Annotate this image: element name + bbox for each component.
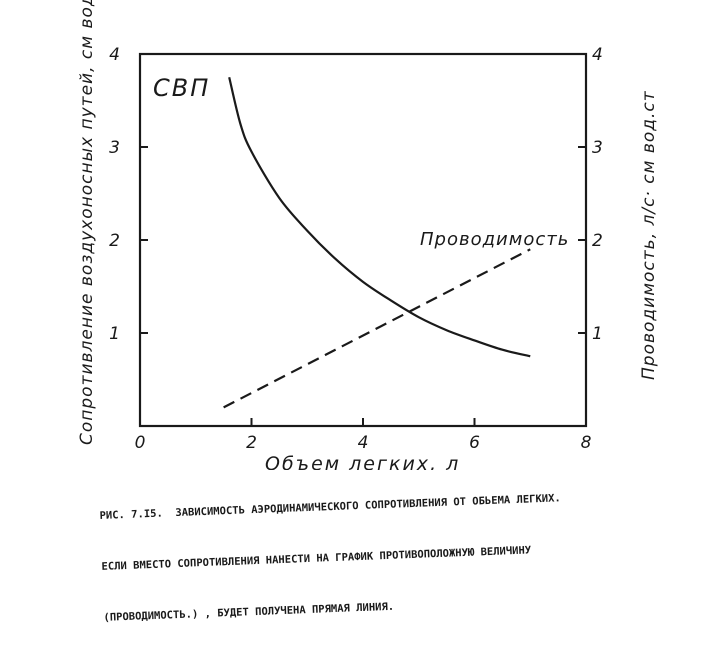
chart: Сопротивление воздухоносных путей, см во… [77, 0, 659, 475]
series-layer [223, 76, 531, 409]
y-right-tick-label: 3 [592, 138, 603, 158]
caption-line-2: ЕСЛИ ВМЕСТО СОПРОТИВЛЕНИЯ НАНЕСТИ НА ГРА… [101, 544, 532, 573]
caption-line-3: (ПРОВОДИМОСТЬ.) , БУДЕТ ПОЛУЧЕНА ПРЯМАЯ … [103, 600, 395, 624]
y-right-tick-label: 4 [592, 45, 603, 65]
series-line-conductance [223, 248, 531, 409]
series-label-svp: СВП [153, 74, 210, 102]
ticks-layer: 0 2 4 6 8 1 2 3 4 1 2 3 4 [109, 45, 603, 453]
x-tick-label: 6 [469, 433, 480, 453]
y-right-tick-label: 1 [592, 324, 603, 344]
x-tick-label: 4 [358, 433, 369, 453]
x-tick-label: 2 [246, 433, 257, 453]
series-line-svp [228, 76, 531, 358]
series-labels-layer: СВП Проводимость [153, 74, 569, 250]
figure-page: Сопротивление воздухоносных путей, см во… [77, 0, 659, 624]
y-left-tick-label: 1 [109, 324, 120, 344]
series-label-conductance: Проводимость [420, 229, 569, 250]
y-left-tick-label: 3 [109, 138, 120, 158]
x-tick-label: 0 [135, 433, 146, 453]
caption-line-1: РИС. 7.I5. ЗАВИСИМОСТЬ АЭРОДИНАМИЧЕСКОГО… [99, 492, 561, 522]
y-axis-left-label: Сопротивление воздухоносных путей, см во… [77, 0, 97, 445]
y-axis-right-label: Проводимость, л/с· см вод.ст [639, 90, 659, 380]
y-right-tick-label: 2 [592, 231, 603, 251]
x-tick-label: 8 [581, 433, 592, 453]
y-left-tick-label: 2 [109, 231, 120, 251]
figure-caption: РИС. 7.I5. ЗАВИСИМОСТЬ АЭРОДИНАМИЧЕСКОГО… [98, 453, 665, 661]
y-left-tick-label: 4 [109, 45, 120, 65]
x-axis-label: Объем легких, л [265, 453, 460, 470]
